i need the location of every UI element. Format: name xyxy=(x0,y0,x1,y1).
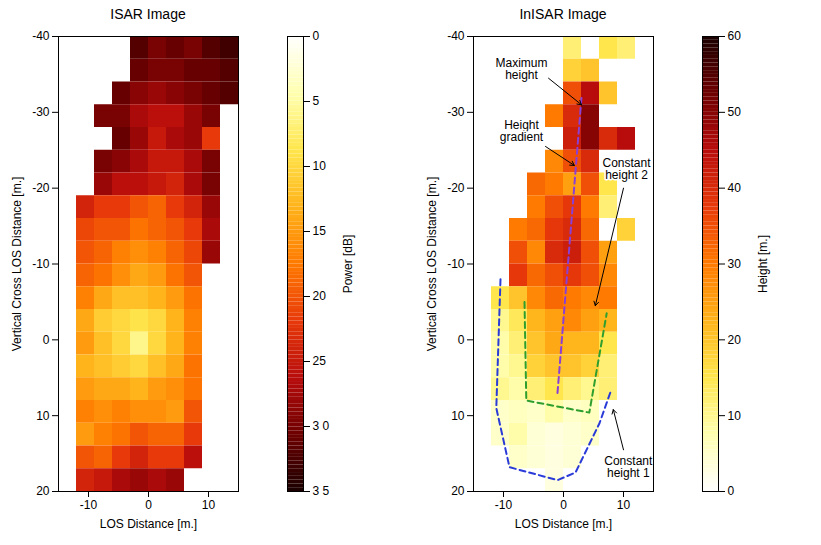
svg-text:5: 5 xyxy=(313,94,320,108)
svg-text:Constantheight 2: Constantheight 2 xyxy=(602,156,651,182)
svg-text:25: 25 xyxy=(313,354,327,368)
svg-text:40: 40 xyxy=(728,181,742,195)
svg-text:50: 50 xyxy=(728,105,742,119)
svg-text:-20: -20 xyxy=(447,181,465,195)
svg-text:0: 0 xyxy=(145,498,152,512)
svg-text:-40: -40 xyxy=(447,29,465,43)
svg-text:20: 20 xyxy=(313,289,327,303)
svg-text:-20: -20 xyxy=(32,181,50,195)
svg-text:-40: -40 xyxy=(32,29,50,43)
svg-text:LOS Distance [m.]: LOS Distance [m.] xyxy=(515,517,612,531)
svg-text:20: 20 xyxy=(728,333,742,347)
svg-text:-10: -10 xyxy=(447,257,465,271)
html-text:InISAR Image: InISAR Image xyxy=(519,6,607,22)
svg-text:10: 10 xyxy=(451,409,465,423)
svg-text:-10: -10 xyxy=(32,257,50,271)
svg-text:3 5: 3 5 xyxy=(313,484,330,498)
svg-text:15: 15 xyxy=(313,224,327,238)
svg-text:Maximumheight: Maximumheight xyxy=(495,56,547,82)
svg-text:0: 0 xyxy=(728,484,735,498)
svg-text:0: 0 xyxy=(560,498,567,512)
svg-text:30: 30 xyxy=(728,257,742,271)
svg-text:-10: -10 xyxy=(495,498,513,512)
svg-text:Power [dB]: Power [dB] xyxy=(341,235,355,294)
svg-text:0: 0 xyxy=(458,333,465,347)
html-text:ISAR Image: ISAR Image xyxy=(110,6,186,22)
svg-text:10: 10 xyxy=(617,498,631,512)
svg-text:10: 10 xyxy=(728,409,742,423)
svg-text:20: 20 xyxy=(36,484,50,498)
svg-text:-30: -30 xyxy=(32,105,50,119)
svg-text:10: 10 xyxy=(313,159,327,173)
svg-text:60: 60 xyxy=(728,29,742,43)
svg-text:-10: -10 xyxy=(80,498,98,512)
svg-text:20: 20 xyxy=(451,484,465,498)
svg-text:Constantheight 1: Constantheight 1 xyxy=(604,454,653,480)
svg-text:Vertical Cross LOS Distance [m: Vertical Cross LOS Distance [m.] xyxy=(10,177,24,352)
svg-text:10: 10 xyxy=(36,409,50,423)
svg-text:-30: -30 xyxy=(447,105,465,119)
svg-text:Heightgradient: Heightgradient xyxy=(500,118,544,144)
svg-text:LOS Distance [m.]: LOS Distance [m.] xyxy=(100,517,197,531)
svg-text:Vertical Cross LOS Distance [m: Vertical Cross LOS Distance [m.] xyxy=(425,177,439,352)
svg-text:3 0: 3 0 xyxy=(313,419,330,433)
svg-text:0: 0 xyxy=(43,333,50,347)
svg-text:10: 10 xyxy=(202,498,216,512)
svg-text:0: 0 xyxy=(313,29,320,43)
svg-text:Height [m.]: Height [m.] xyxy=(756,235,770,293)
